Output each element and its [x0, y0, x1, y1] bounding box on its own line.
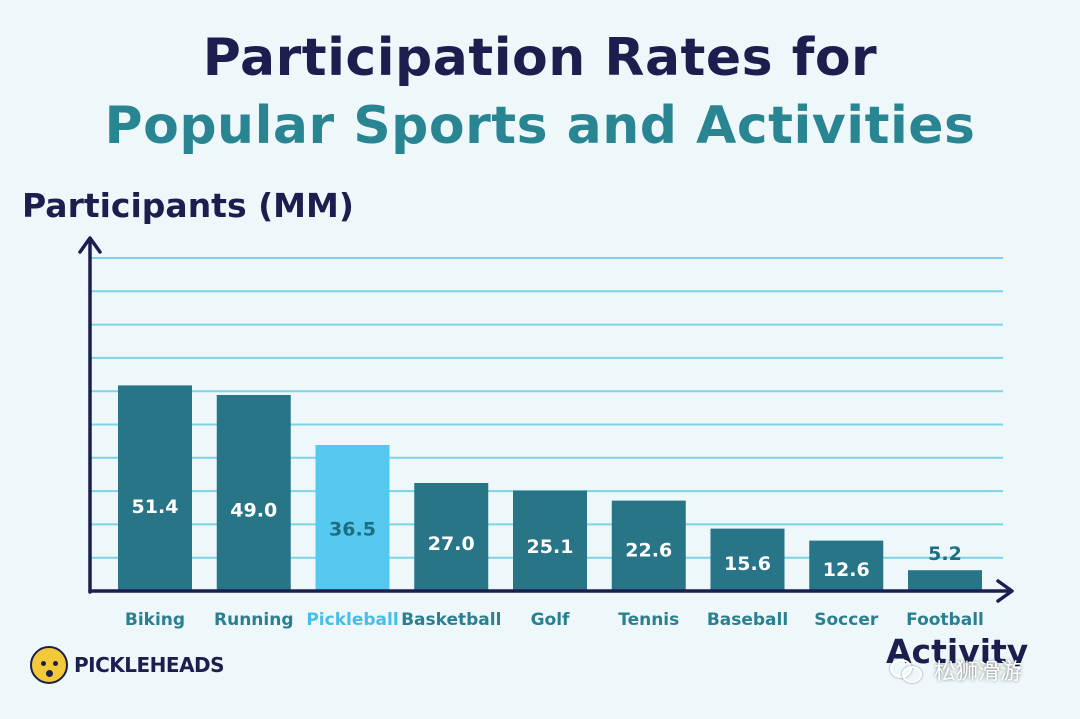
logo-text: PICKLEHEADS [74, 653, 225, 677]
bar-running [216, 395, 291, 591]
x-axis-arrow [996, 579, 1014, 603]
bar-pickleball [315, 445, 390, 591]
category-label: Pickleball [306, 610, 398, 630]
bar-value-label: 12.6 [823, 559, 870, 581]
category-label: Football [906, 610, 984, 630]
bar-value-label: 22.6 [625, 540, 672, 562]
watermark-text: 松狮滑游 [934, 660, 1023, 685]
pickleball-face-icon [30, 646, 68, 684]
bar-soccer [809, 540, 884, 591]
y-axis-label: Participants (MM) [22, 186, 354, 225]
bar-value-label: 27.0 [428, 533, 475, 555]
bar-golf [513, 490, 587, 591]
pickleheads-logo: PICKLEHEADS [30, 646, 225, 684]
bar-tennis [611, 500, 686, 591]
bar-value-label: 49.0 [230, 500, 277, 522]
bar-value-label: 5.2 [928, 543, 962, 565]
bar-baseball [710, 528, 785, 591]
axes [78, 236, 1014, 603]
bar-value-label: 25.1 [527, 536, 574, 558]
chart-title-line2: Popular Sports and Activities [104, 96, 976, 156]
chart-title-line1: Participation Rates for [202, 28, 878, 88]
bar-value-label: 51.4 [132, 496, 179, 518]
watermark: 松狮滑游 [890, 654, 1022, 686]
bar-basketball [414, 483, 489, 591]
category-label: Basketball [401, 610, 501, 630]
bar-football [908, 570, 982, 591]
bar-value-label: 36.5 [329, 519, 376, 541]
bar-biking [118, 385, 192, 591]
bar-value-label: 15.6 [724, 553, 771, 575]
y-axis-arrow [78, 236, 102, 254]
category-label: Baseball [707, 610, 788, 630]
wechat-icon [890, 657, 926, 683]
category-label: Golf [531, 610, 570, 630]
bars: 51.4 Biking 49.0 Running 36.5 Pickleball 27.0 B… [118, 385, 984, 630]
category-label: Running [214, 610, 294, 630]
category-label: Biking [125, 610, 185, 630]
category-label: Tennis [618, 610, 679, 630]
category-label: Soccer [814, 610, 879, 630]
x-axis-label: Activity [886, 632, 1029, 666]
